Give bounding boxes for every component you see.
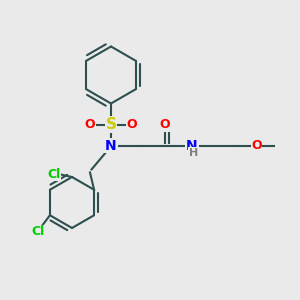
Text: O: O bbox=[251, 139, 262, 152]
Text: S: S bbox=[106, 117, 116, 132]
Text: N: N bbox=[105, 139, 117, 152]
Text: Cl: Cl bbox=[31, 225, 44, 238]
Text: Cl: Cl bbox=[47, 167, 61, 181]
Text: O: O bbox=[127, 118, 137, 131]
Text: N: N bbox=[186, 139, 198, 152]
Text: O: O bbox=[160, 118, 170, 131]
Text: H: H bbox=[189, 148, 198, 158]
Text: O: O bbox=[85, 118, 95, 131]
